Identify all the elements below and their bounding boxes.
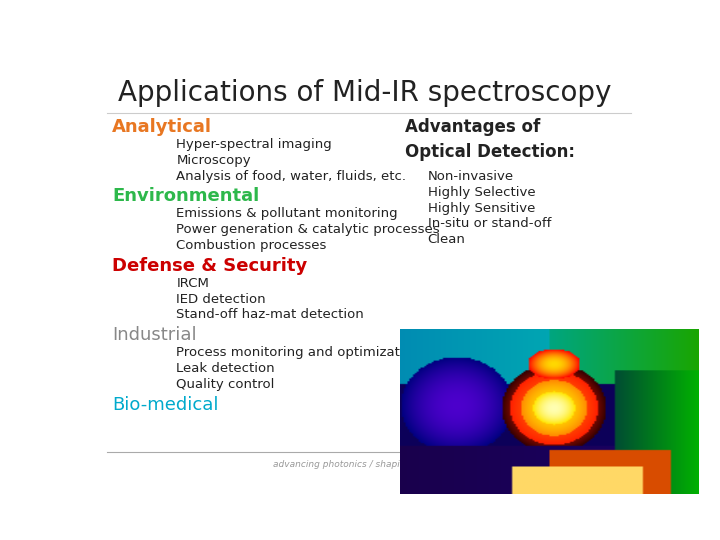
Text: Emissions & pollutant monitoring: Emissions & pollutant monitoring xyxy=(176,207,398,220)
Text: Combustion processes: Combustion processes xyxy=(176,239,327,252)
Text: In-situ or stand-off: In-situ or stand-off xyxy=(428,218,551,231)
Text: Microscopy: Microscopy xyxy=(176,154,251,167)
Text: techoptics: techoptics xyxy=(580,440,652,453)
Text: Process monitoring and optimization: Process monitoring and optimization xyxy=(176,346,420,359)
Text: Highly Sensitive: Highly Sensitive xyxy=(428,201,535,214)
Text: Industrial: Industrial xyxy=(112,326,197,345)
Text: Highly Selective: Highly Selective xyxy=(428,186,535,199)
Text: Power generation & catalytic processes: Power generation & catalytic processes xyxy=(176,223,440,236)
Text: Analytical: Analytical xyxy=(112,118,212,136)
Text: Applications of Mid-IR spectroscopy: Applications of Mid-IR spectroscopy xyxy=(118,79,611,107)
Text: Defense & Security: Defense & Security xyxy=(112,257,307,275)
Text: Ad: Ad xyxy=(569,440,588,453)
Text: Quality control: Quality control xyxy=(176,378,275,391)
Text: Leak detection: Leak detection xyxy=(176,362,275,375)
Text: Non-invasive: Non-invasive xyxy=(428,170,513,183)
Text: Analysis of food, water, fluids, etc.: Analysis of food, water, fluids, etc. xyxy=(176,170,407,183)
Text: Environmental: Environmental xyxy=(112,187,260,205)
Text: Stand-off haz-mat detection: Stand-off haz-mat detection xyxy=(176,308,364,321)
Text: Advantages of
Optical Detection:: Advantages of Optical Detection: xyxy=(405,118,575,161)
Text: IED detection: IED detection xyxy=(176,293,266,306)
Text: Bio-medical: Bio-medical xyxy=(112,396,219,414)
Text: Clean: Clean xyxy=(428,233,465,246)
Text: advancing photonics / shaping an industry: advancing photonics / shaping an industr… xyxy=(273,460,465,469)
Text: IRCM: IRCM xyxy=(176,277,210,290)
Text: Hyper-spectral imaging: Hyper-spectral imaging xyxy=(176,138,332,151)
